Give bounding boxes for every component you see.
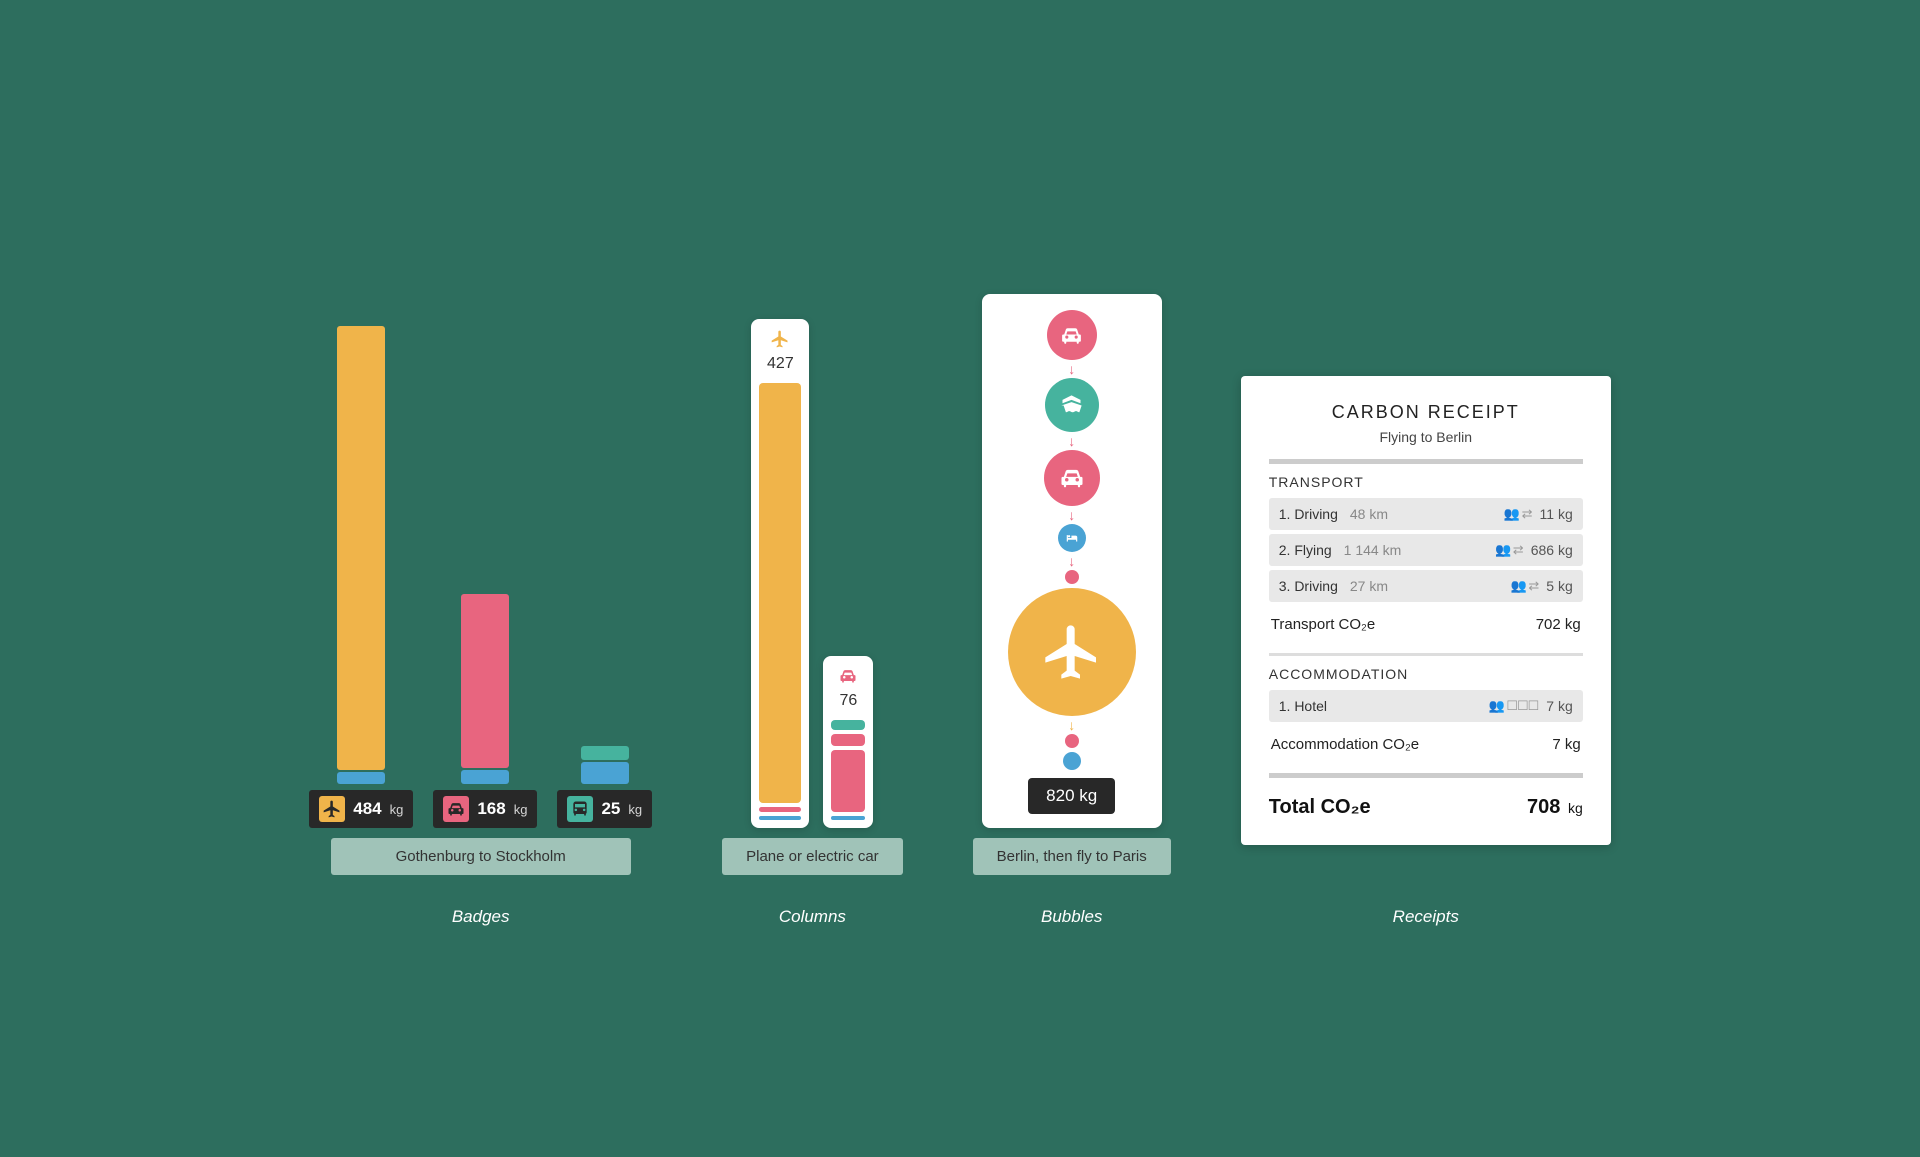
badge-column: 168 kg xyxy=(433,592,537,828)
row-icons: 👥 ⇄ xyxy=(1495,542,1523,558)
badge-column: 25 kg xyxy=(557,744,652,828)
row-value: 11 kg xyxy=(1540,506,1573,522)
badges-caption: Gothenburg to Stockholm xyxy=(331,838,631,875)
badge-bar xyxy=(337,324,385,784)
receipt-row: 3. Driving 27 km 👥 ⇄ 5 kg xyxy=(1269,570,1583,602)
row-label: 3. Driving xyxy=(1279,578,1338,594)
arrow-down-icon: ↓ xyxy=(1068,362,1075,376)
row-value: 686 kg xyxy=(1531,542,1573,558)
badge-bar xyxy=(461,592,509,784)
receipt-row: 1. Hotel 👥 ☐☐☐ 7 kg xyxy=(1269,690,1583,722)
ship-icon xyxy=(1058,392,1085,419)
badge-unit: kg xyxy=(628,802,642,817)
badge-value-pill: 25 kg xyxy=(557,790,652,828)
receipt-title: CARBON RECEIPT xyxy=(1269,402,1583,423)
bubble-bed xyxy=(1058,524,1086,552)
receipt-row: 1. Driving 48 km 👥 ⇄ 11 kg xyxy=(1269,498,1583,530)
divider xyxy=(1269,653,1583,656)
car-icon xyxy=(443,796,469,822)
badge-unit: kg xyxy=(390,802,404,817)
badge-unit: kg xyxy=(514,802,528,817)
arrow-down-icon: ↓ xyxy=(1068,434,1075,448)
badge-value-pill: 484 kg xyxy=(309,790,413,828)
bubbles-label: Bubbles xyxy=(1041,907,1102,927)
receipt-row: 2. Flying 1 144 km 👥 ⇄ 686 kg xyxy=(1269,534,1583,566)
row-distance: 27 km xyxy=(1350,578,1503,594)
arrow-down-icon: ↓ xyxy=(1068,508,1075,522)
row-label: 2. Flying xyxy=(1279,542,1332,558)
badge-bar xyxy=(581,744,629,784)
bubble-dot xyxy=(1063,752,1081,770)
arrow-down-icon: ↓ xyxy=(1068,554,1075,568)
divider xyxy=(1269,459,1583,464)
row-label: 1. Hotel xyxy=(1279,698,1327,714)
badges-section: 484 kg 168 kg 25 kg Gothenburg to Stockholm B… xyxy=(309,324,652,927)
accommodation-subtotal: Accommodation CO₂e7 kg xyxy=(1269,726,1583,763)
receipt-section: CARBON RECEIPTFlying to BerlinTRANSPORT … xyxy=(1241,376,1611,927)
bubble-ship xyxy=(1045,378,1099,432)
car-icon xyxy=(1058,464,1086,492)
row-distance: 48 km xyxy=(1350,506,1496,522)
row-icons: 👥 ☐☐☐ xyxy=(1489,698,1539,714)
column-card: 427 xyxy=(751,319,809,828)
badge-column: 484 kg xyxy=(309,324,413,828)
bubble-car xyxy=(1047,310,1097,360)
row-label: 1. Driving xyxy=(1279,506,1338,522)
bed-icon xyxy=(1065,531,1079,545)
car-icon xyxy=(1059,323,1084,348)
bubble-car xyxy=(1044,450,1100,506)
receipt-label: Receipts xyxy=(1393,907,1459,927)
bus-icon xyxy=(567,796,593,822)
row-icons: 👥 ⇄ xyxy=(1511,578,1539,594)
badges-label: Badges xyxy=(452,907,510,927)
arrow-down-icon: ↓ xyxy=(1068,718,1075,732)
bubble-dot xyxy=(1065,570,1079,584)
receipt-total: Total CO₂e708 kg xyxy=(1269,788,1583,819)
bubbles-chart: ↓ ↓ ↓ ↓ ↓ 820 kg xyxy=(982,294,1162,828)
badge-value: 168 xyxy=(477,799,505,819)
plane-icon xyxy=(1040,620,1104,684)
row-icons: 👥 ⇄ xyxy=(1504,506,1532,522)
columns-section: 427 76 Plane or electric car Columns xyxy=(722,319,903,927)
columns-caption: Plane or electric car xyxy=(722,838,903,875)
divider xyxy=(1269,773,1583,778)
column-card: 76 xyxy=(823,656,873,828)
car-icon xyxy=(838,666,858,686)
bubbles-section: ↓ ↓ ↓ ↓ ↓ 820 kg Berlin, then fly to Paris Bu… xyxy=(973,294,1171,927)
transport-header: TRANSPORT xyxy=(1269,474,1583,490)
row-value: 7 kg xyxy=(1546,698,1572,714)
plane-icon xyxy=(319,796,345,822)
receipt-card: CARBON RECEIPTFlying to BerlinTRANSPORT … xyxy=(1241,376,1611,845)
columns-chart: 427 76 xyxy=(751,319,873,828)
columns-label: Columns xyxy=(779,907,846,927)
accommodation-header: ACCOMMODATION xyxy=(1269,666,1583,682)
badge-value: 484 xyxy=(353,799,381,819)
bubbles-total: 820 kg xyxy=(1028,778,1115,814)
column-value: 76 xyxy=(839,692,857,710)
badges-chart: 484 kg 168 kg 25 kg xyxy=(309,324,652,828)
transport-subtotal: Transport CO₂e702 kg xyxy=(1269,606,1583,643)
column-value: 427 xyxy=(767,355,794,373)
bubble-dot xyxy=(1065,734,1079,748)
badge-value: 25 xyxy=(601,799,620,819)
receipt-subtitle: Flying to Berlin xyxy=(1269,429,1583,445)
badge-value-pill: 168 kg xyxy=(433,790,537,828)
bubbles-caption: Berlin, then fly to Paris xyxy=(973,838,1171,875)
bubble-plane xyxy=(1008,588,1136,716)
row-value: 5 kg xyxy=(1546,578,1572,594)
plane-icon xyxy=(770,329,790,349)
row-distance: 1 144 km xyxy=(1344,542,1487,558)
